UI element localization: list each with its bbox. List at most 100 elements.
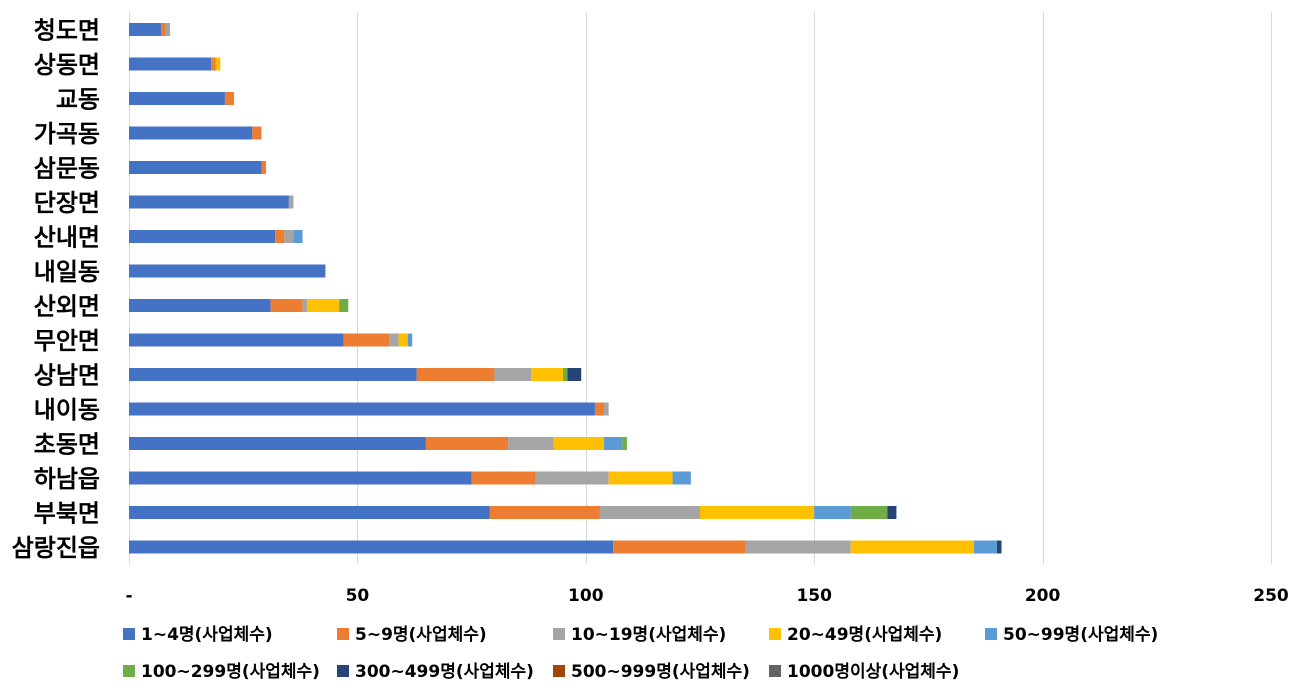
category-label: 내이동: [34, 396, 100, 424]
bar-segment: [850, 506, 888, 519]
bar-segment: [622, 437, 627, 450]
bar-segment: [302, 299, 308, 312]
legend-item: 500~999명(사업체수): [553, 662, 750, 682]
bar-segment: [604, 437, 623, 450]
x-tick-label: 200: [1025, 586, 1061, 606]
bar-segment: [165, 23, 171, 36]
bar-segment: [567, 368, 582, 381]
category-label: 산내면: [34, 224, 100, 252]
bar-segment: [129, 402, 595, 416]
category-label: 청도면: [34, 17, 100, 45]
legend-label: 1000명이상(사업체수): [787, 662, 959, 682]
bar-segment: [996, 540, 1002, 554]
bars: [129, 23, 1002, 554]
legend-swatch: [553, 665, 565, 677]
bar-segment: [129, 540, 614, 554]
bar-segment: [425, 437, 509, 450]
bar-segment: [672, 471, 691, 485]
category-label: 산외면: [34, 293, 100, 321]
legend-swatch: [123, 665, 135, 677]
x-tick-label: -: [125, 586, 132, 606]
bar-segment: [129, 92, 225, 105]
bar-segment: [129, 264, 326, 278]
bar-segment: [489, 506, 600, 519]
bar-segment: [398, 333, 408, 347]
bar-segment: [129, 299, 271, 312]
bar-segment: [129, 57, 212, 71]
bar-segment: [389, 333, 399, 347]
legend-swatch: [337, 665, 349, 677]
bar-segment: [211, 57, 216, 71]
legend-label: 100~299명(사업체수): [141, 662, 320, 682]
bar-segment: [270, 299, 303, 312]
legend-swatch: [769, 628, 781, 640]
bar-segment: [252, 126, 262, 140]
bar-segment: [814, 506, 851, 519]
bar-segment: [604, 402, 609, 416]
legend-swatch: [337, 628, 349, 640]
legend-item: 1~4명(사업체수): [123, 625, 273, 645]
x-tick-label: 150: [796, 586, 832, 606]
bar-segment: [553, 437, 605, 450]
bar-segment: [129, 437, 426, 450]
legend-swatch: [123, 628, 135, 640]
category-label: 가곡동: [34, 120, 100, 148]
legend-label: 1~4명(사업체수): [141, 625, 273, 645]
category-labels: 청도면상동면교동가곡동삼문동단장면산내면내일동산외면무안면상남면내이동초동면하남…: [12, 17, 100, 563]
bar-segment: [307, 299, 340, 312]
category-label: 부북면: [34, 500, 100, 528]
bar-segment: [613, 540, 746, 554]
bar-segment: [293, 230, 303, 243]
bar-segment: [284, 230, 294, 243]
bar-segment: [288, 195, 294, 209]
category-label: 상동면: [34, 51, 100, 79]
legend-label: 50~99명(사업체수): [1003, 625, 1158, 645]
legend-item: 100~299명(사업체수): [123, 662, 320, 682]
x-tick-label: 250: [1253, 586, 1289, 606]
category-label: 하남읍: [34, 465, 100, 493]
bar-segment: [535, 471, 609, 485]
bar-segment: [745, 540, 851, 554]
bar-segment: [224, 92, 235, 105]
legend-swatch: [769, 665, 781, 677]
bar-segment: [407, 333, 413, 347]
category-label: 상남면: [34, 362, 100, 390]
bar-segment: [343, 333, 390, 347]
category-label: 삼문동: [34, 155, 100, 183]
bar-segment: [700, 506, 815, 519]
bar-segment: [129, 506, 490, 519]
legend-item: 1000명이상(사업체수): [769, 662, 959, 682]
legend-item: 10~19명(사업체수): [553, 625, 726, 645]
category-label: 교동: [56, 86, 100, 114]
bar-segment: [129, 333, 344, 347]
category-label: 삼랑진읍: [12, 534, 100, 562]
legend-label: 5~9명(사업체수): [355, 625, 487, 645]
bar-segment: [974, 540, 997, 554]
x-axis-tick-labels: - 50 100 150 200 250: [125, 586, 1288, 606]
bar-segment: [494, 368, 531, 381]
legend-label: 300~499명(사업체수): [355, 662, 534, 682]
legend-item: 50~99명(사업체수): [985, 625, 1158, 645]
legend-label: 10~19명(사업체수): [571, 625, 726, 645]
category-label: 무안면: [34, 327, 100, 355]
category-label: 단장면: [34, 189, 100, 217]
bar-segment: [129, 23, 161, 36]
bar-segment: [129, 471, 472, 485]
category-label: 내일동: [34, 258, 100, 286]
legend-label: 500~999명(사업체수): [571, 662, 750, 682]
bar-segment: [215, 57, 221, 71]
bar-segment: [275, 230, 285, 243]
bar-segment: [129, 230, 276, 243]
bar-segment: [129, 161, 262, 174]
legend-item: 300~499명(사업체수): [337, 662, 534, 682]
bar-segment: [850, 540, 975, 554]
bar-segment: [416, 368, 495, 381]
legend-swatch: [553, 628, 565, 640]
bar-segment: [887, 506, 897, 519]
bar-segment: [508, 437, 554, 450]
bar-segment: [160, 23, 166, 36]
bar-segment: [530, 368, 563, 381]
category-label: 초동면: [34, 431, 100, 459]
legend: 1~4명(사업체수) 5~9명(사업체수) 10~19명(사업체수) 20~49명(사…: [123, 625, 1158, 682]
